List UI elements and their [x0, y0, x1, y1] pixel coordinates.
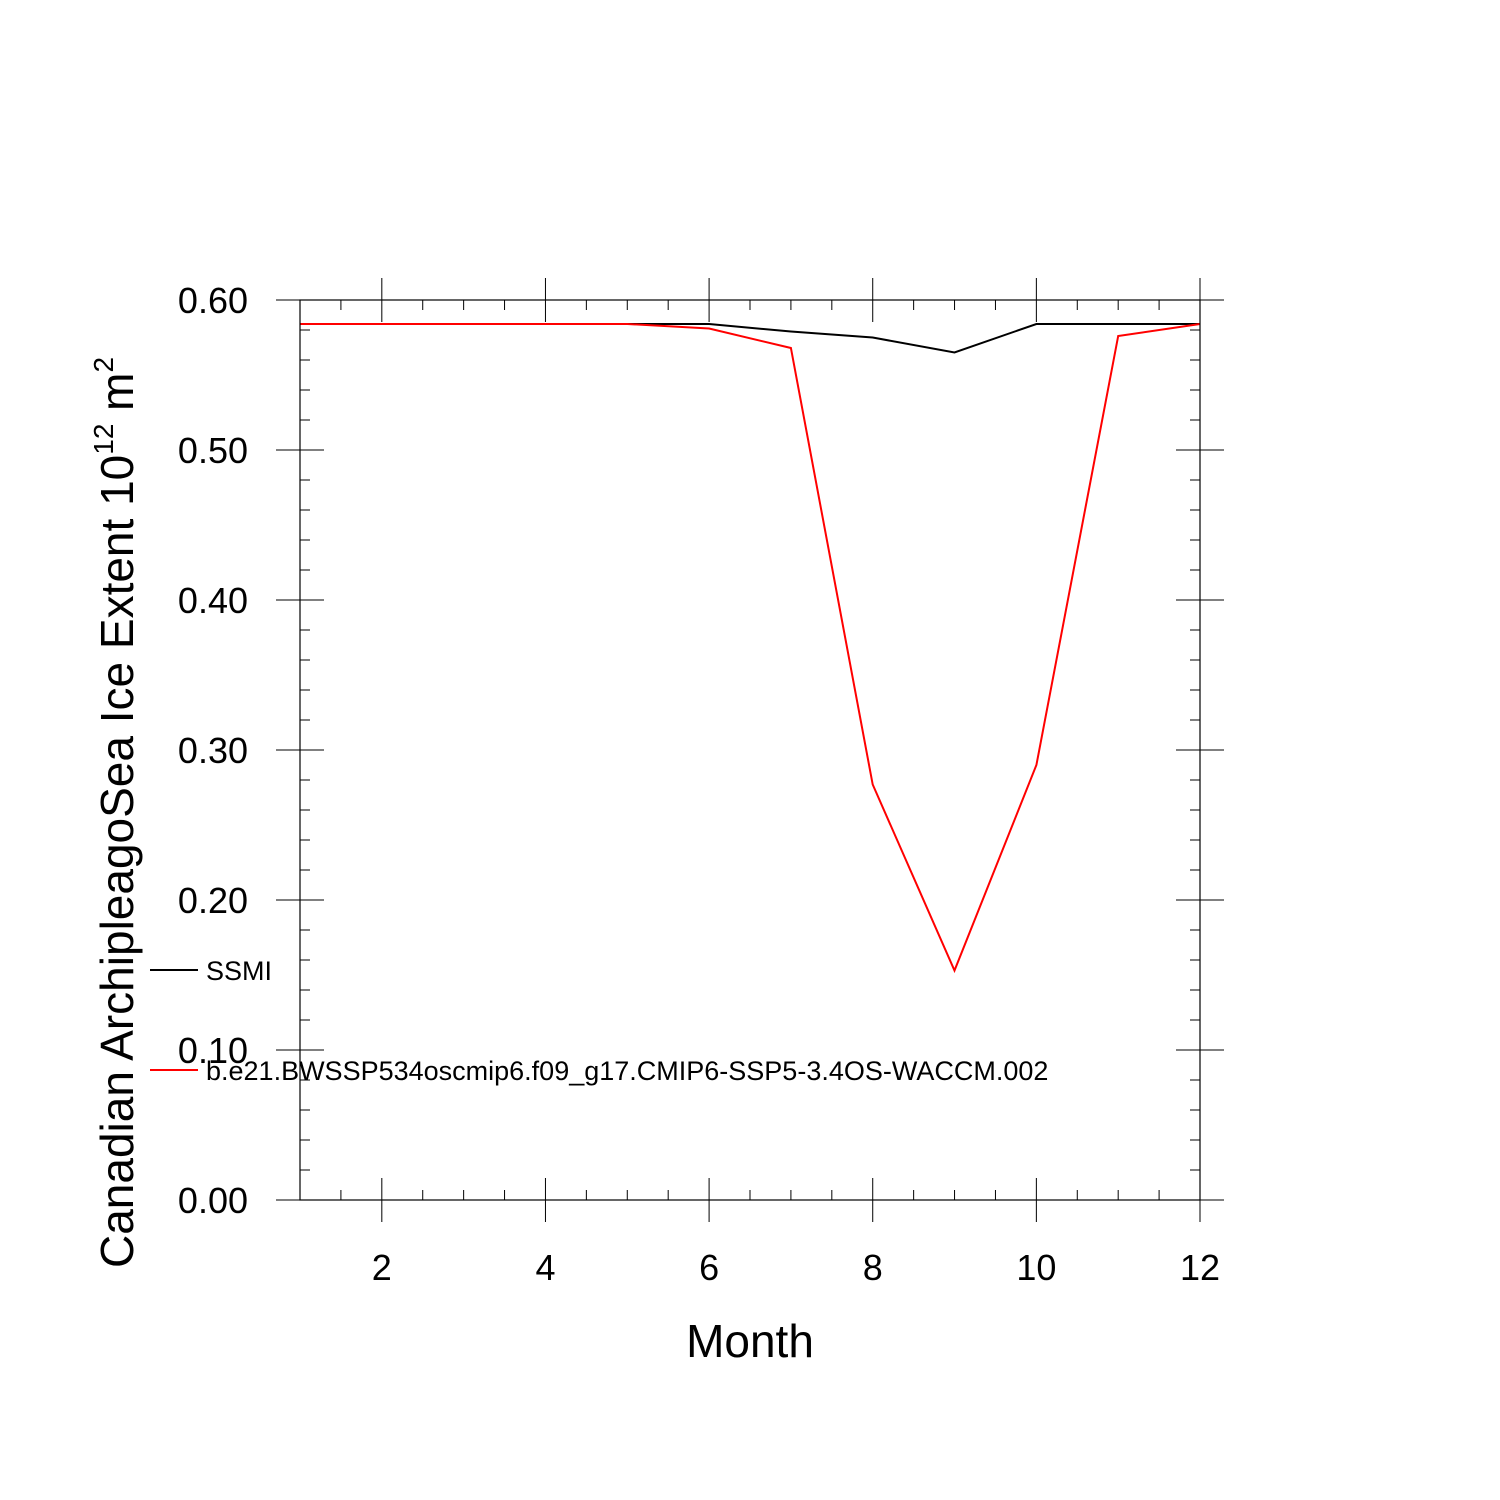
x-tick-label: 12 — [1180, 1247, 1220, 1288]
y-tick-label: 0.30 — [178, 730, 248, 771]
legend: SSMI b.e21.BWSSP534oscmip6.f09_g17.CMIP6… — [150, 956, 1048, 1086]
y-tick-label: 0.60 — [178, 280, 248, 321]
x-tick-label: 8 — [863, 1247, 883, 1288]
legend-label-ssmi: SSMI — [206, 956, 272, 986]
minor-ticks — [299, 300, 1200, 1200]
legend-label-waccm: b.e21.BWSSP534oscmip6.f09_g17.CMIP6-SSP5… — [206, 1056, 1048, 1086]
y-axis-label-unit: m — [91, 372, 143, 423]
y-tick-label: 0.20 — [178, 880, 248, 921]
x-tick-label: 4 — [535, 1247, 555, 1288]
y-axis-label-unit-exponent: 2 — [88, 357, 119, 373]
x-tick-label: 6 — [699, 1247, 719, 1288]
y-axis-label-exponent: 12 — [88, 424, 119, 455]
y-tick-label: 0.50 — [178, 430, 248, 471]
series-lines — [300, 323, 1201, 974]
x-axis-label: Month — [686, 1315, 814, 1367]
y-tick-label: 0.00 — [178, 1180, 248, 1221]
plot-frame — [299, 299, 1201, 1201]
y-axis-label-main: Canadian ArchipleagoSea Ice Extent 10 — [91, 455, 143, 1268]
x-tick-label: 2 — [372, 1247, 392, 1288]
y-tick-label: 0.10 — [178, 1030, 248, 1071]
y-tick-label: 0.40 — [178, 580, 248, 621]
series-line-waccm — [300, 323, 1201, 974]
tick-labels: 2 4 6 8 10 12 0.00 0.10 0.20 0.30 0.40 0.50 0.60 — [178, 280, 1220, 1288]
y-axis-label: Canadian ArchipleagoSea Ice Extent 1012 … — [88, 357, 143, 1268]
x-tick-label: 10 — [1016, 1247, 1056, 1288]
